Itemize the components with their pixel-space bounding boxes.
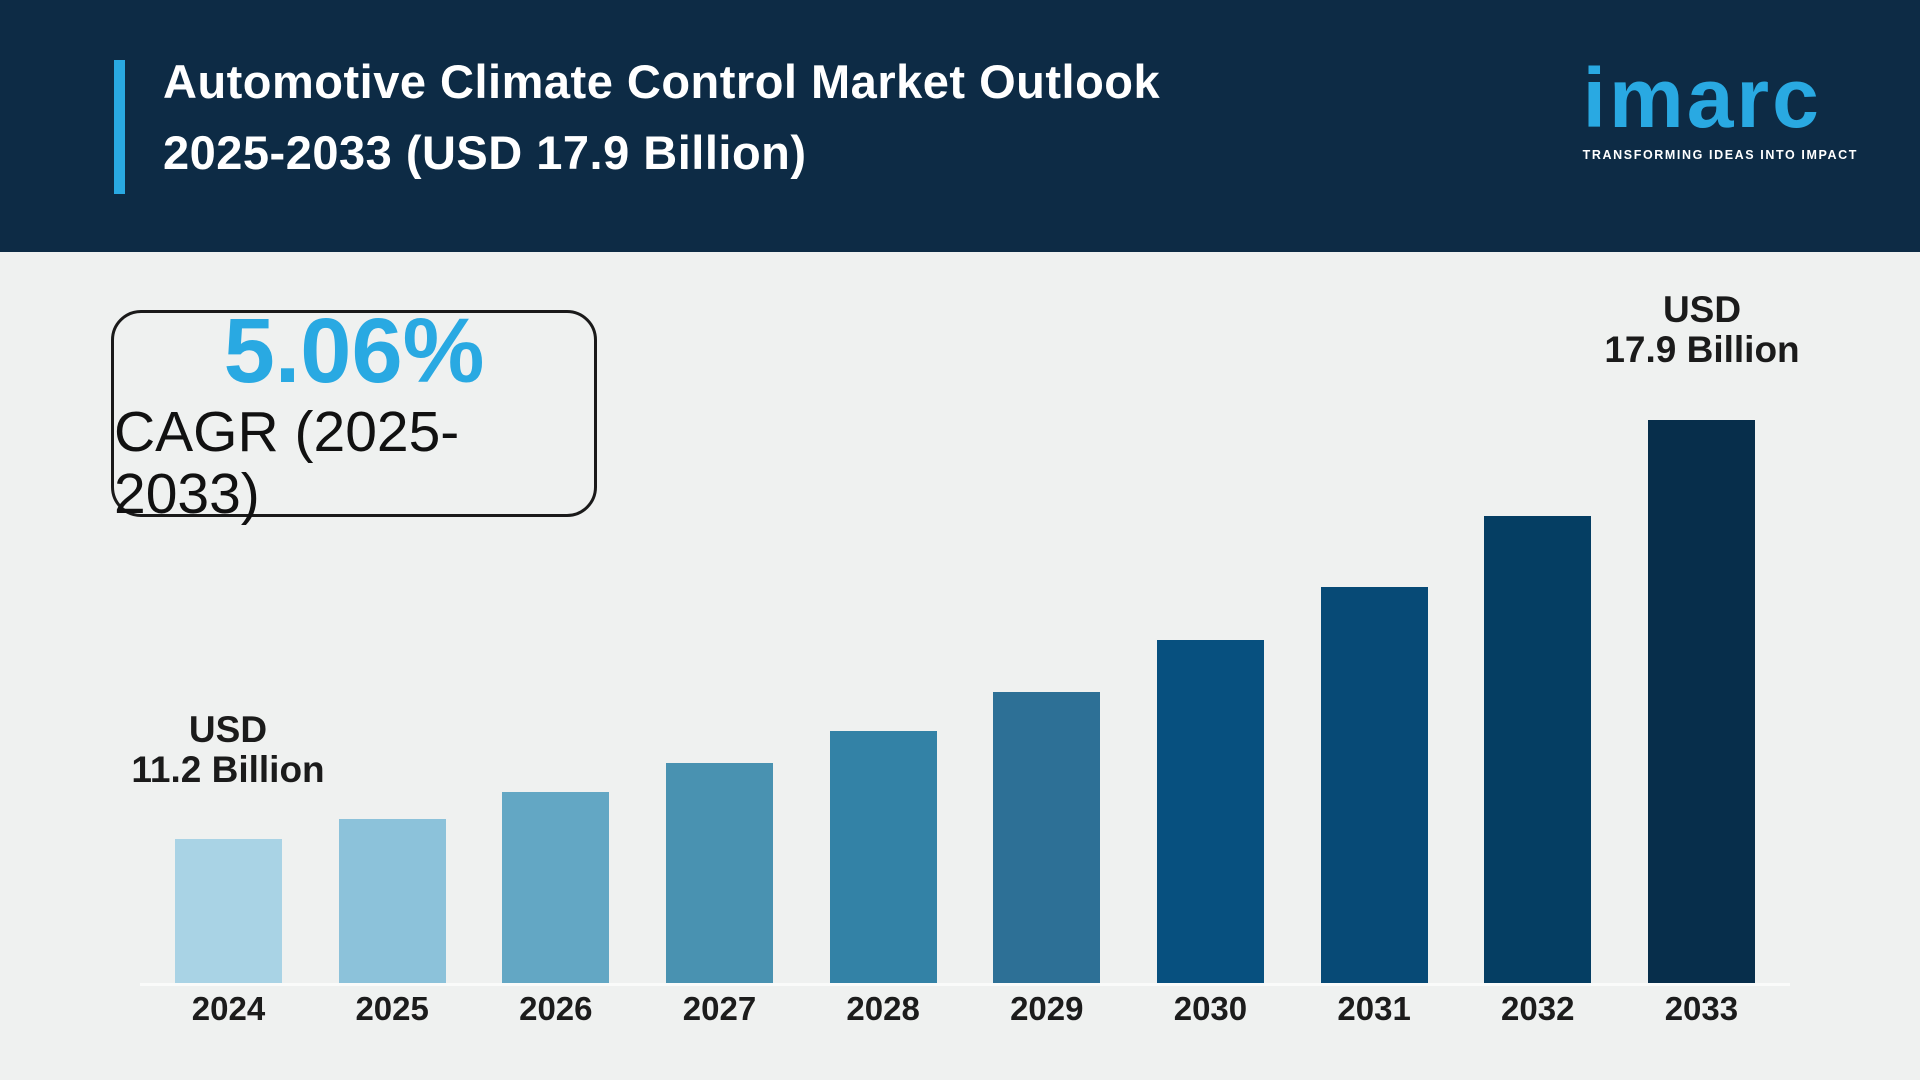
bar-2026 <box>502 792 610 983</box>
year-label-2024: 2024 <box>191 990 266 1027</box>
imarc-logo-wordmark: imarc <box>1582 51 1822 145</box>
bar-column-2024: 2024 <box>175 839 282 1027</box>
bar-column-2025: 2025 <box>338 819 446 1027</box>
value-label-2024: USD 11.2 Billion <box>131 709 325 790</box>
year-label-2033: 2033 <box>1664 990 1739 1027</box>
cagr-box: 5.06% CAGR (2025-2033) <box>111 303 597 525</box>
bar-column-2031: 2031 <box>1320 587 1428 1027</box>
page-title-line2: 2025-2033 (USD 17.9 Billion) <box>163 126 807 179</box>
page-title: Automotive Climate Control Market Outloo… <box>163 46 1160 188</box>
bar-2031 <box>1320 587 1428 983</box>
year-label-2028: 2028 <box>846 990 920 1027</box>
year-label-2027: 2027 <box>682 990 757 1027</box>
bar-column-2026: 2026 <box>502 792 610 1027</box>
bar-column-2033: 2033 <box>1647 420 1755 1027</box>
bar-column-2029: 2029 <box>993 692 1101 1027</box>
year-label-2032: 2032 <box>1501 990 1575 1027</box>
bar-2033 <box>1647 420 1755 983</box>
cagr-value: 5.06% <box>223 299 485 402</box>
year-label-2026: 2026 <box>519 990 593 1027</box>
imarc-logo: imarc TRANSFORMING IDEAS INTO IMPACT <box>1583 52 1858 162</box>
bar-2028 <box>829 731 937 983</box>
bar-2032 <box>1484 516 1592 983</box>
year-label-2030: 2030 <box>1173 990 1248 1027</box>
page-title-line1: Automotive Climate Control Market Outloo… <box>163 55 1161 108</box>
title-accent-bar <box>114 60 125 194</box>
bar-column-2027: 2027 <box>665 763 773 1027</box>
bar-chart: 2024 2025 2026 2027 2028 2029 2030 2031 2032 2033 <box>175 420 1755 1027</box>
header: Automotive Climate Control Market Outloo… <box>0 0 1920 252</box>
year-label-2031: 2031 <box>1337 990 1411 1027</box>
bar-2024 <box>175 839 282 983</box>
imarc-logo-tagline: TRANSFORMING IDEAS INTO IMPACT <box>1582 148 1858 162</box>
cagr-label: CAGR (2025-2033) <box>114 399 460 526</box>
bar-2029 <box>993 692 1101 983</box>
bar-column-2030: 2030 <box>1156 640 1264 1027</box>
value-label-2033: USD 17.9 Billion <box>1604 289 1800 370</box>
bar-2025 <box>338 819 446 983</box>
bar-2027 <box>665 763 773 983</box>
bar-column-2028: 2028 <box>829 731 937 1027</box>
year-label-2029: 2029 <box>1010 990 1084 1027</box>
bar-column-2032: 2032 <box>1484 516 1592 1027</box>
year-label-2025: 2025 <box>355 990 429 1027</box>
bar-2030 <box>1156 640 1264 983</box>
x-axis-baseline <box>140 983 1790 986</box>
